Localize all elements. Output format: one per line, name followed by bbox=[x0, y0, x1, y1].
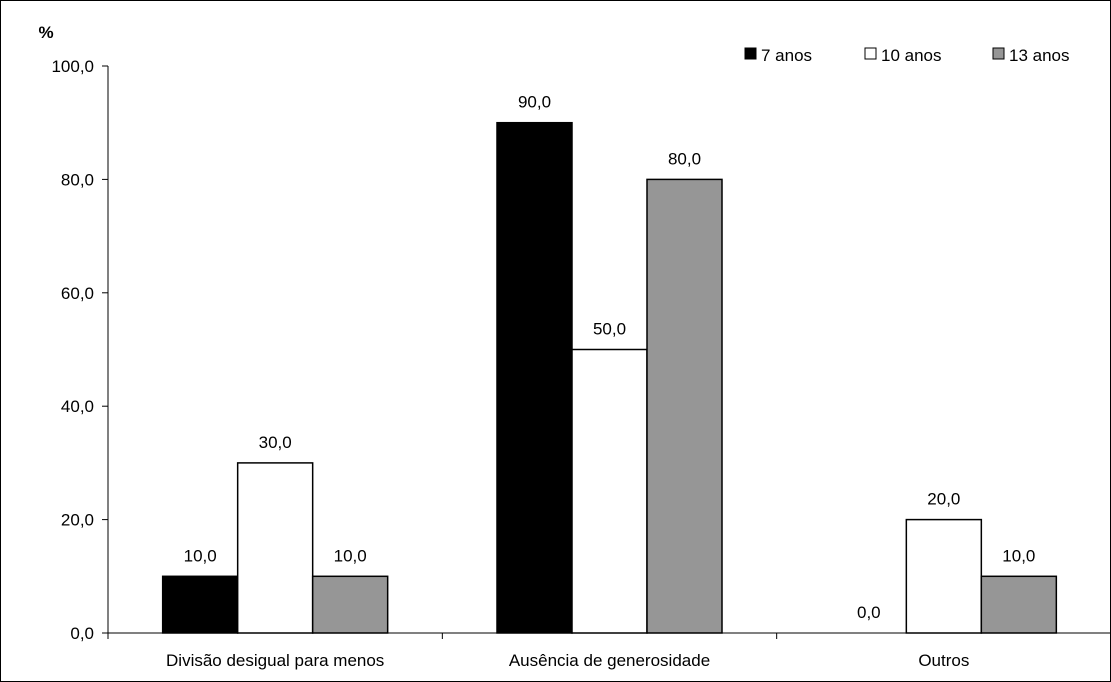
y-tick-label: 60,0 bbox=[61, 284, 94, 303]
bar bbox=[311, 575, 389, 634]
bar bbox=[236, 462, 314, 634]
legend-label: 7 anos bbox=[761, 46, 812, 65]
data-label: 10,0 bbox=[334, 546, 367, 565]
x-category-label: Divisão desigual para menos bbox=[166, 651, 384, 670]
bars bbox=[161, 121, 1058, 634]
legend-swatch bbox=[744, 47, 757, 60]
data-label: 10,0 bbox=[184, 546, 217, 565]
bar bbox=[646, 178, 723, 634]
legend-label: 10 anos bbox=[881, 46, 942, 65]
data-label: 80,0 bbox=[668, 149, 701, 168]
legend-label: 13 anos bbox=[1009, 46, 1070, 65]
bar bbox=[161, 575, 239, 634]
bar bbox=[980, 575, 1058, 634]
data-label: 20,0 bbox=[927, 490, 960, 509]
y-tick-label: 80,0 bbox=[61, 170, 94, 189]
data-label: 50,0 bbox=[593, 320, 626, 339]
x-category-label: Ausência de generosidade bbox=[509, 651, 710, 670]
y-unit-label: % bbox=[38, 23, 53, 42]
y-tick-label: 40,0 bbox=[61, 397, 94, 416]
y-tick-label: 0,0 bbox=[70, 624, 94, 643]
y-axis: 0,0 20,0 40,0 60,0 80,0 100,0 bbox=[51, 57, 109, 643]
bar bbox=[905, 518, 983, 634]
data-label: 30,0 bbox=[259, 433, 292, 452]
data-label: 0,0 bbox=[857, 603, 881, 622]
y-tick-label: 100,0 bbox=[51, 57, 94, 76]
data-label: 10,0 bbox=[1002, 546, 1035, 565]
legend: 7 anos 10 anos 13 anos bbox=[744, 46, 1070, 65]
x-category-label: Outros bbox=[918, 651, 969, 670]
bar bbox=[571, 348, 648, 634]
legend-swatch bbox=[864, 47, 877, 60]
legend-swatch bbox=[992, 47, 1005, 60]
y-tick-label: 20,0 bbox=[61, 511, 94, 530]
data-label: 90,0 bbox=[518, 93, 551, 112]
bar bbox=[496, 121, 573, 634]
data-labels: 10,0 30,0 10,0 90,0 50,0 80,0 0,0 20,0 10,0 bbox=[184, 93, 1036, 622]
